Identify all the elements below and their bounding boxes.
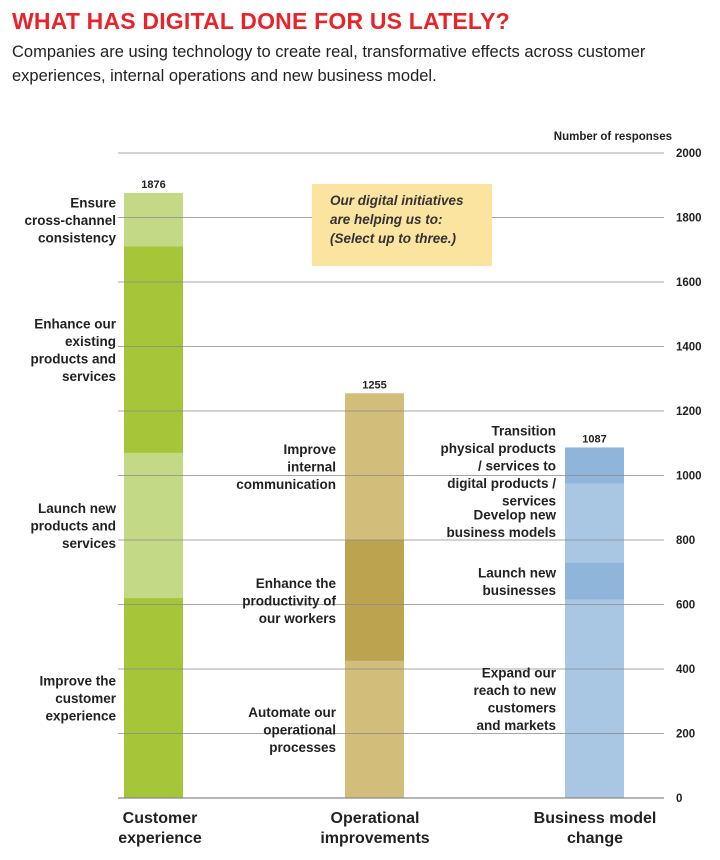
bar-segment — [345, 660, 404, 798]
bar-total-label: 1087 — [582, 433, 606, 445]
y-tick-label: 800 — [676, 535, 695, 547]
category-label: improvements — [320, 830, 429, 847]
y-tick-label: 1400 — [676, 342, 702, 354]
y-axis: Number of responses 0 200 400 600 800 1000 1200… — [554, 131, 702, 805]
segment-label: Launch new products and services — [30, 501, 116, 551]
note-line: are helping us to: — [330, 212, 443, 227]
chart-title: WHAT HAS DIGITAL DONE FOR US LATELY? — [12, 8, 510, 34]
y-tick-label: 400 — [676, 664, 695, 676]
bar-segment — [565, 562, 624, 600]
y-axis-title: Number of responses — [554, 131, 672, 143]
segment-labels: 1876 Customer experience 1255 Operational imp… — [24, 179, 656, 847]
bar-total-label: 1255 — [362, 379, 386, 391]
segment-label: Enhance the productivity of our workers — [242, 576, 336, 626]
bar-segment — [345, 540, 404, 661]
bar-segment — [124, 598, 183, 798]
y-tick-label: 2000 — [676, 148, 702, 160]
bar-segment — [565, 599, 624, 798]
segment-label: Automate our operational processes — [248, 705, 336, 755]
bar-segment — [565, 483, 624, 563]
chart-subtitle: Companies are using technology to create… — [12, 43, 646, 85]
bar-segment — [124, 246, 183, 453]
bar-segment — [124, 192, 183, 247]
segment-label: Enhance our existing products and services — [30, 316, 116, 384]
category-label: experience — [118, 830, 202, 847]
segment-label: Transition physical products / services to… — [440, 424, 556, 509]
gridlines — [118, 152, 664, 799]
category-label: Operational — [331, 810, 420, 827]
segment-label: Develop new business models — [446, 507, 556, 540]
bar-segment — [565, 447, 624, 484]
bar-segment — [345, 393, 404, 540]
y-tick-label: 1200 — [676, 406, 702, 418]
segment-label: Ensure cross-channel consistency — [24, 195, 116, 245]
y-tick-label: 200 — [676, 729, 695, 741]
segment-label: Expand our reach to new customers and marke… — [473, 666, 556, 734]
category-label: Business model — [534, 810, 657, 827]
category-label: Customer — [123, 810, 198, 827]
segment-label: Improve internal communication — [236, 442, 336, 492]
y-tick-label: 1600 — [676, 277, 702, 289]
survey-question-note: Our digital initiatives are helping us t… — [312, 184, 492, 266]
y-tick-label: 1800 — [676, 213, 702, 225]
bar-total-label: 1876 — [141, 179, 165, 191]
segment-label: Launch new businesses — [478, 565, 557, 598]
bar-segment — [124, 452, 183, 599]
y-tick-label: 0 — [676, 793, 682, 805]
segment-label: Improve the customer experience — [39, 674, 116, 724]
y-tick-label: 1000 — [676, 471, 702, 483]
bars — [124, 192, 624, 798]
note-line: (Select up to three.) — [330, 231, 457, 246]
category-label: change — [567, 830, 623, 847]
y-tick-label: 600 — [676, 600, 695, 612]
note-line: Our digital initiatives — [330, 193, 464, 208]
